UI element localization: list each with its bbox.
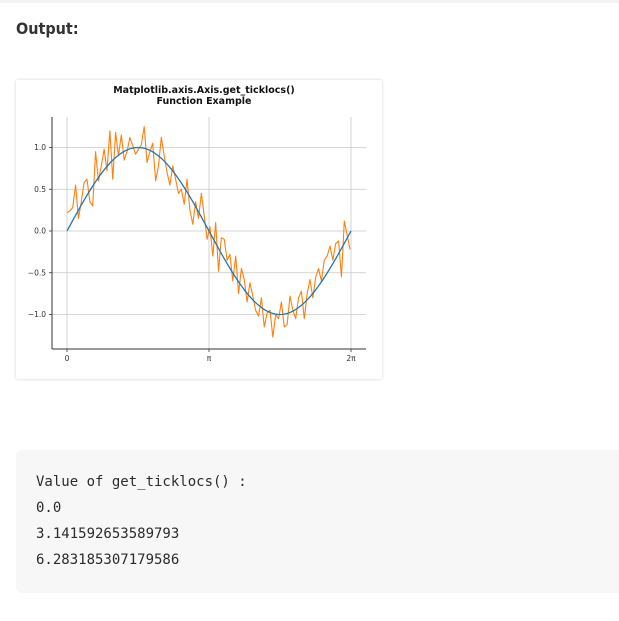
x-tick-label: 2π <box>346 354 356 363</box>
series-lines <box>66 126 352 338</box>
code-output-line: 0.0 <box>36 500 62 516</box>
code-output-line: Value of get_ticklocs() : <box>36 474 247 490</box>
code-output-line: 3.141592653589793 <box>36 526 180 542</box>
figure-card: Matplotlib.axis.Axis.get_ticklocs() Func… <box>16 80 382 379</box>
noisy-series-line <box>66 126 351 338</box>
top-divider <box>0 0 619 3</box>
axis-ticks: 1.0 0.5 0.0 −0.5 −1.0 0 π 2π <box>28 143 356 363</box>
x-tick-label: π <box>207 354 212 363</box>
chart-title: Matplotlib.axis.Axis.get_ticklocs() <box>113 85 295 96</box>
code-output-block: Value of get_ticklocs() : 0.0 3.14159265… <box>16 450 619 593</box>
chart-svg: Matplotlib.axis.Axis.get_ticklocs() Func… <box>28 85 366 363</box>
chart-subtitle: Function Example <box>157 96 252 107</box>
output-heading: Output: <box>16 19 79 38</box>
code-output-line: 6.283185307179586 <box>36 552 180 568</box>
y-tick-label: −0.5 <box>28 268 46 277</box>
y-tick-label: 0.0 <box>34 227 46 236</box>
y-tick-label: −1.0 <box>28 310 46 319</box>
y-tick-label: 0.5 <box>34 185 46 194</box>
y-tick-label: 1.0 <box>34 143 46 152</box>
sine-series-line <box>66 146 352 316</box>
x-tick-label: 0 <box>65 354 70 363</box>
